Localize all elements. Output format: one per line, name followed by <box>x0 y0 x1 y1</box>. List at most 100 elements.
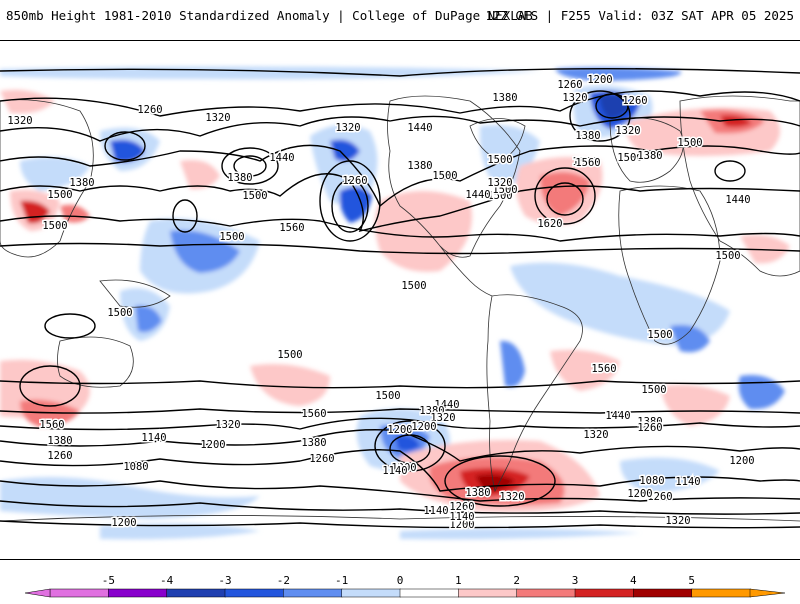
contour-label: 1380 <box>637 150 662 162</box>
contour-label: 1200 <box>449 519 474 531</box>
europe-coast <box>609 117 684 183</box>
contour-label: 1200 <box>387 424 412 436</box>
contour-label: 1500 <box>647 329 672 341</box>
positive-anomaly <box>60 204 90 223</box>
negative-anomaly <box>170 230 240 273</box>
contour-label: 1560 <box>591 363 616 375</box>
contour-line <box>0 408 800 414</box>
south-america-coast <box>486 294 583 493</box>
contour-label: 1320 <box>562 92 587 104</box>
map-panel: 1260 1320 1320 1380 1440 1380 1500 1560 1500 1500… <box>0 40 800 560</box>
positive-anomaly <box>540 172 590 216</box>
contour-line <box>0 173 800 233</box>
colorbar-tick-label: -1 <box>335 574 348 587</box>
contour-label: 1260 <box>647 491 672 503</box>
contour-closed <box>546 182 584 216</box>
negative-anomaly <box>400 528 640 540</box>
contour-label: 1320 <box>7 115 32 127</box>
contour-label: 1500 <box>677 137 702 149</box>
contour-line <box>0 417 800 431</box>
contour-line <box>0 67 800 77</box>
colorbar-segment <box>574 588 635 598</box>
contour-closed <box>389 434 431 464</box>
contour-label: 1620 <box>537 218 562 230</box>
contour-line <box>0 90 800 117</box>
colorbar-segment <box>458 588 518 598</box>
negative-anomaly <box>620 457 720 493</box>
negative-anomaly <box>339 187 372 223</box>
contour-label: 1380 <box>465 487 490 499</box>
contour-label: 1140 <box>423 505 448 517</box>
contour-label: 1560 <box>39 419 64 431</box>
negative-anomaly <box>738 375 785 410</box>
contour-closed <box>714 160 746 182</box>
central-america-coast <box>439 245 493 297</box>
contour-label: 1140 <box>382 465 407 477</box>
negative-anomaly <box>110 139 145 163</box>
contour-label: 1260 <box>137 104 162 116</box>
contour-label: 1380 <box>227 172 252 184</box>
colorbar-segment <box>224 588 285 598</box>
contour-line <box>0 429 800 462</box>
contour-closed <box>172 199 198 233</box>
colorbar: -5 -4 -3 -2 -1 0 1 2 3 4 5 <box>0 565 800 600</box>
contour-label: 1380 <box>492 92 517 104</box>
asia-coast <box>679 95 800 277</box>
contour-closed <box>221 147 279 185</box>
colorbar-min-arrow <box>24 588 51 598</box>
contour-label: 1560 <box>575 157 600 169</box>
colorbar-tick-label: 5 <box>688 574 695 587</box>
contour-label: 1500 <box>641 384 666 396</box>
contour-label: 1260 <box>47 450 72 462</box>
model-run-info: 12Z GFS | F255 Valid: 03Z SAT APR 05 202… <box>485 8 794 23</box>
contour-line <box>0 215 800 242</box>
colorbar-tick-label: 1 <box>455 574 462 587</box>
colorbar-segment <box>633 588 693 598</box>
contour-label: 1200 <box>111 517 136 529</box>
contour-label: 1200 <box>627 488 652 500</box>
negative-anomaly <box>510 262 730 346</box>
contour-label: 1380 <box>301 437 326 449</box>
negative-anomaly <box>395 435 420 451</box>
colorbar-segment <box>691 588 751 598</box>
positive-anomaly <box>180 160 220 190</box>
contour-label: 1140 <box>449 511 474 523</box>
contour-label: 1560 <box>279 222 304 234</box>
contour-closed <box>319 160 381 242</box>
positive-anomaly <box>720 115 752 127</box>
negative-anomaly <box>500 340 525 387</box>
contour-label: 1440 <box>407 122 432 134</box>
contour-line <box>0 520 800 529</box>
colorbar-tick-label: -5 <box>102 574 115 587</box>
contour-closed <box>104 131 146 161</box>
map-title: 850mb Height 1981-2010 Standardized Anom… <box>6 8 533 23</box>
header: 850mb Height 1981-2010 Standardized Anom… <box>0 0 800 40</box>
contour-label: 1500 <box>487 190 512 202</box>
colorbar-tick-label: 2 <box>513 574 520 587</box>
contour-label: 1500 <box>401 280 426 292</box>
contour-label: 1320 <box>665 515 690 527</box>
contour-label: 1440 <box>465 189 490 201</box>
contour-label: 1560 <box>572 156 597 168</box>
contour-closed <box>44 313 96 339</box>
negative-anomaly <box>0 66 540 80</box>
contour-label: 1500 <box>591 363 616 375</box>
contour-label: 1260 <box>342 175 367 187</box>
negative-anomaly <box>135 305 162 333</box>
contour-closed <box>374 420 446 472</box>
contour-label: 1380 <box>637 416 662 428</box>
contour-label: 1500 <box>487 154 512 166</box>
africa-coast <box>618 185 721 345</box>
colorbar-segments <box>24 588 786 598</box>
contour-label: 1320 <box>430 412 455 424</box>
colorbar-segment <box>49 588 110 598</box>
contour-label: 1380 <box>575 130 600 142</box>
coastlines <box>0 95 800 522</box>
contour-line <box>0 449 800 492</box>
contour-line <box>0 500 800 515</box>
negative-anomaly <box>20 157 90 191</box>
colorbar-segment <box>166 588 226 598</box>
contour-label: 1320 <box>335 122 360 134</box>
colorbar-tick-label: 3 <box>572 574 579 587</box>
